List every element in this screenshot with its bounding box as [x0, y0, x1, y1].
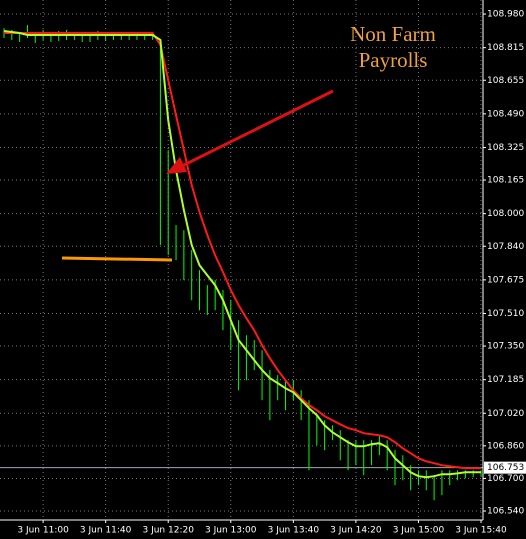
- x-tick-label: 3 Jun 14:20: [330, 526, 382, 536]
- y-tick-label: 106.540: [487, 507, 524, 517]
- y-tick-label: 108.980: [487, 10, 524, 20]
- y-tick-label: 108.655: [487, 76, 524, 86]
- y-tick-label: 108.815: [487, 43, 524, 53]
- y-tick-label: 107.350: [487, 342, 524, 352]
- last-price-label: 106.753: [487, 463, 524, 473]
- annotation: Payrolls: [359, 48, 428, 72]
- moving-average: [4, 32, 481, 470]
- y-tick-label: 108.165: [487, 176, 524, 186]
- x-tick-label: 3 Jun 11:00: [17, 526, 69, 536]
- y-tick-label: 106.860: [487, 441, 524, 451]
- marks: [3, 25, 482, 501]
- x-tick-label: 3 Jun 13:40: [268, 526, 320, 536]
- y-tick-label: 106.700: [487, 474, 524, 484]
- x-tick-label: 3 Jun 13:00: [205, 526, 257, 536]
- annotation: Non Farm: [350, 22, 436, 46]
- x-tick-label: 3 Jun 11:40: [80, 526, 132, 536]
- level-line: [61, 256, 173, 262]
- x-tick-label: 3 Jun 15:40: [455, 526, 507, 536]
- y-tick-label: 107.840: [487, 242, 524, 252]
- y-tick-label: 108.325: [487, 143, 524, 153]
- last-price-box: [484, 461, 526, 474]
- y-tick-label: 108.000: [487, 209, 524, 219]
- y-tick-label: 107.675: [487, 275, 524, 285]
- arrow-head: [166, 157, 187, 174]
- y-tick-label: 107.185: [487, 375, 524, 385]
- x-tick-label: 3 Jun 15:00: [393, 526, 445, 536]
- y-tick-label: 107.020: [487, 409, 524, 419]
- arrow-shaft: [179, 89, 334, 169]
- moving-average: [3, 30, 481, 479]
- y-tick-label: 108.490: [487, 109, 524, 119]
- y-tick-label: 107.510: [487, 309, 524, 319]
- x-tick-label: 3 Jun 12:20: [142, 526, 194, 536]
